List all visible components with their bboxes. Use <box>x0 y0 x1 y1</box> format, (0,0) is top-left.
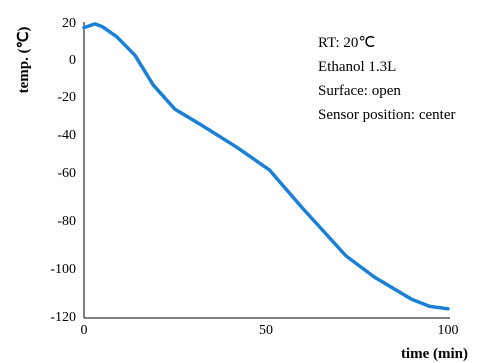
axes <box>83 22 450 319</box>
series-line <box>82 22 450 311</box>
x-tick-labels: 0 50 100 <box>81 323 459 338</box>
y-tick-label: -60 <box>57 166 76 181</box>
y-tick-label: -20 <box>57 90 76 105</box>
x-tick-label: 100 <box>438 323 459 338</box>
y-tick-label: -80 <box>57 214 76 229</box>
y-tick-label: -40 <box>57 128 76 143</box>
annotation-block: RT: 20℃ Ethanol 1.3L Surface: open Senso… <box>318 35 455 123</box>
y-tick-label: -120 <box>50 310 76 325</box>
annotation-room-temp: RT: 20℃ <box>318 35 375 51</box>
annotation-ethanol: Ethanol 1.3L <box>318 59 396 75</box>
y-tick-label: 0 <box>69 53 76 68</box>
x-tick-label: 50 <box>259 323 273 338</box>
y-tick-label: 20 <box>62 16 76 31</box>
annotation-sensor: Sensor position: center <box>318 107 455 123</box>
annotation-surface: Surface: open <box>318 83 401 99</box>
y-tick-labels: 20 0 -20 -40 -60 -80 -100 -120 <box>50 16 76 325</box>
y-tick-label: -100 <box>50 262 76 277</box>
series-group <box>82 22 450 311</box>
x-tick-label: 0 <box>81 323 88 338</box>
x-axis-title: time (min) <box>401 346 468 362</box>
y-axis-title: temp. (℃) <box>16 27 32 94</box>
